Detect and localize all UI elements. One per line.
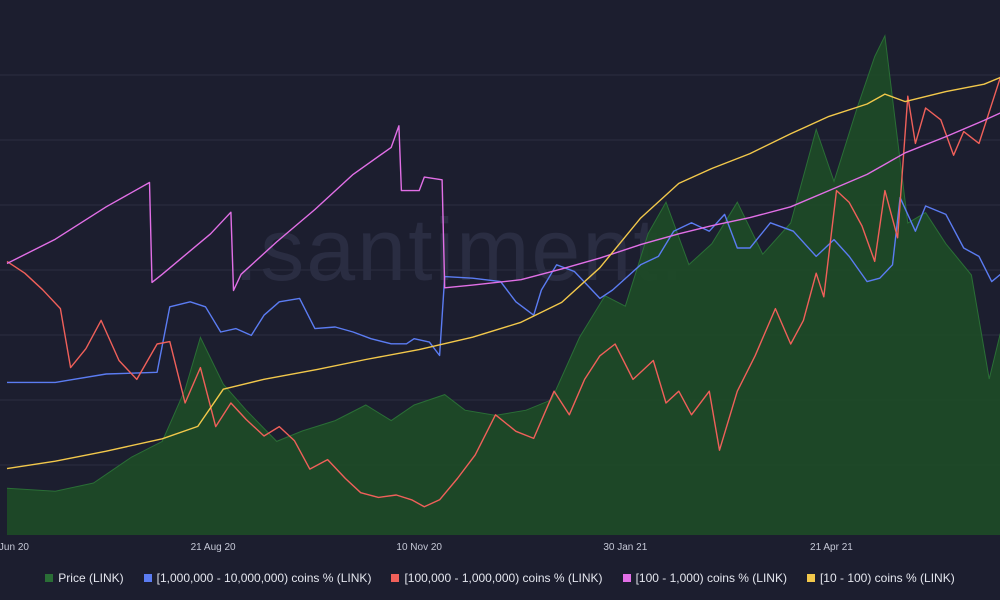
- legend-item[interactable]: [100 - 1,000) coins % (LINK): [622, 571, 787, 585]
- santiment-watermark: .santiment.: [234, 200, 686, 299]
- legend-label: Price (LINK): [58, 571, 124, 585]
- price-area-edge: [6, 34, 1000, 492]
- chart-legend: Price (LINK) [1,000,000 - 10,000,000) coi…: [0, 568, 1000, 588]
- legend-swatch: [143, 574, 152, 582]
- x-tick-label: 01 Jun 20: [0, 542, 29, 553]
- series-1-line: [7, 196, 1000, 384]
- chart-plot: .santiment. 01 Jun 20 21 Aug 20 10 Nov 20 3…: [0, 34, 1000, 553]
- legend-item[interactable]: [1,000,000 - 10,000,000) coins % (LINK): [143, 571, 372, 585]
- legend-swatch: [391, 574, 400, 582]
- legend-item[interactable]: [10 - 100) coins % (LINK): [806, 571, 955, 585]
- series-2-line: [6, 76, 1000, 508]
- legend-swatch: [806, 574, 815, 582]
- legend-label: [1,000,000 - 10,000,000) coins % (LINK): [156, 571, 372, 585]
- legend-item[interactable]: [100,000 - 1,000,000) coins % (LINK): [391, 571, 603, 585]
- series-lines-layer: [6, 76, 1000, 508]
- legend-label: [10 - 100) coins % (LINK): [819, 571, 955, 585]
- x-tick-label: 30 Jan 21: [603, 542, 647, 553]
- legend-item[interactable]: Price (LINK): [45, 571, 124, 585]
- series-3-line: [6, 112, 1000, 292]
- legend-label: [100 - 1,000) coins % (LINK): [635, 571, 787, 585]
- legend-label: [100,000 - 1,000,000) coins % (LINK): [404, 571, 603, 585]
- legend-swatch: [45, 574, 54, 582]
- x-tick-label: 21 Aug 20: [191, 542, 236, 553]
- price-area-layer: [6, 34, 1000, 535]
- series-4-line: [6, 76, 1000, 470]
- x-axis: 01 Jun 20 21 Aug 20 10 Nov 20 30 Jan 21 21 A…: [0, 542, 853, 553]
- legend-swatch: [622, 574, 631, 582]
- x-tick-label: 10 Nov 20: [396, 542, 442, 553]
- price-area: [7, 35, 1000, 535]
- x-tick-label: 21 Apr 21: [810, 542, 853, 553]
